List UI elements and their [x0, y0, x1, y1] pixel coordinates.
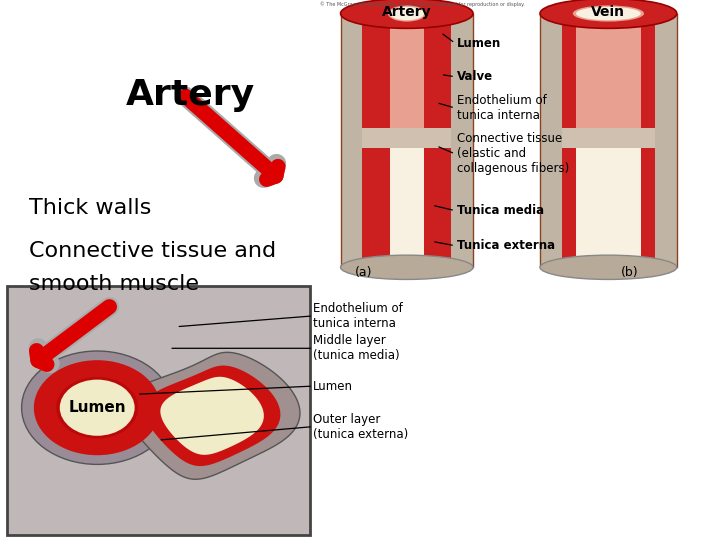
- Polygon shape: [161, 377, 264, 455]
- Text: Artery: Artery: [126, 78, 255, 111]
- Text: Artery: Artery: [382, 5, 431, 19]
- Text: Endothelium of
tunica interna: Endothelium of tunica interna: [313, 302, 403, 330]
- Bar: [362, 128, 451, 148]
- Bar: [362, 14, 390, 267]
- Bar: [641, 14, 655, 267]
- Ellipse shape: [390, 6, 424, 20]
- Text: Lumen: Lumen: [313, 380, 354, 393]
- Bar: [424, 14, 451, 267]
- Bar: [341, 14, 362, 267]
- Bar: [540, 14, 562, 267]
- Text: Connective tissue
(elastic and
collagenous fibers): Connective tissue (elastic and collageno…: [457, 132, 570, 176]
- Text: Connective tissue and: Connective tissue and: [29, 241, 276, 261]
- Circle shape: [22, 351, 173, 464]
- Bar: [655, 14, 677, 267]
- Ellipse shape: [388, 5, 426, 22]
- Text: Middle layer
(tunica media): Middle layer (tunica media): [313, 334, 400, 362]
- Bar: [562, 128, 655, 148]
- Bar: [562, 14, 576, 267]
- Text: © The McGraw-Hill Companies, Inc. Permission required for reproduction or displa: © The McGraw-Hill Companies, Inc. Permis…: [320, 1, 525, 6]
- Text: Tunica media: Tunica media: [457, 204, 544, 217]
- Circle shape: [56, 377, 138, 438]
- Text: (a): (a): [355, 266, 372, 279]
- Ellipse shape: [341, 255, 473, 280]
- Ellipse shape: [576, 6, 641, 20]
- Text: Tunica externa: Tunica externa: [457, 239, 555, 252]
- Ellipse shape: [540, 0, 677, 28]
- Text: Lumen: Lumen: [68, 400, 126, 415]
- Text: Thick walls: Thick walls: [29, 198, 151, 218]
- Ellipse shape: [341, 0, 473, 28]
- Circle shape: [34, 360, 161, 455]
- Bar: [390, 148, 424, 267]
- Bar: [451, 14, 473, 267]
- Text: (b): (b): [621, 266, 639, 279]
- Text: Vein: Vein: [591, 5, 626, 19]
- Text: Endothelium of
tunica interna: Endothelium of tunica interna: [457, 94, 547, 122]
- Ellipse shape: [573, 5, 644, 22]
- Text: Lumen: Lumen: [457, 37, 501, 50]
- Text: smooth muscle: smooth muscle: [29, 273, 199, 294]
- Bar: [7, 286, 310, 535]
- Text: Valve: Valve: [457, 70, 493, 83]
- Polygon shape: [143, 366, 280, 466]
- Bar: [390, 14, 424, 136]
- Bar: [576, 148, 641, 267]
- Ellipse shape: [540, 255, 677, 280]
- Circle shape: [60, 380, 135, 436]
- Text: Outer layer
(tunica externa): Outer layer (tunica externa): [313, 413, 408, 441]
- Polygon shape: [123, 352, 300, 480]
- Bar: [576, 14, 641, 136]
